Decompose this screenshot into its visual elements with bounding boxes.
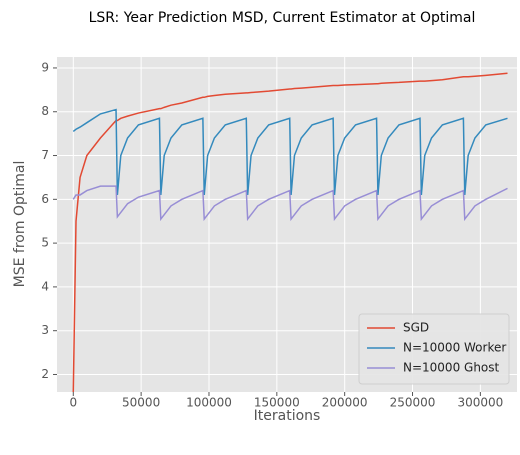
- legend-label: SGD: [403, 321, 429, 335]
- y-tick-label: 8: [41, 104, 49, 118]
- y-tick-label: 9: [41, 60, 49, 74]
- legend-box: [358, 313, 510, 385]
- y-tick-label: 6: [41, 192, 49, 206]
- legend-label: N=10000 Ghost: [403, 361, 500, 375]
- x-tick-label: 200000: [322, 396, 368, 410]
- x-tick-label: 100000: [186, 396, 232, 410]
- y-tick-label: 2: [41, 367, 49, 381]
- x-axis-label: Iterations: [254, 408, 321, 424]
- y-tick-label: 3: [41, 323, 49, 337]
- series-line: [72, 185, 508, 222]
- x-tick-label: 0: [69, 396, 77, 410]
- x-tick-label: 250000: [390, 396, 436, 410]
- x-tick-label: 150000: [254, 396, 300, 410]
- y-tick-label: 4: [41, 279, 49, 293]
- y-tick-label: 5: [41, 236, 49, 250]
- series-line: [72, 108, 508, 196]
- chart-title: LSR: Year Prediction MSD, Current Estima…: [89, 10, 476, 26]
- x-tick-label: 300000: [457, 396, 503, 410]
- y-tick-label: 7: [41, 148, 49, 162]
- y-axis-label: MSE from Optimal: [12, 161, 28, 288]
- x-tick-label: 50000: [122, 396, 160, 410]
- series-line: [72, 72, 508, 393]
- legend-label: N=10000 Worker: [403, 341, 506, 355]
